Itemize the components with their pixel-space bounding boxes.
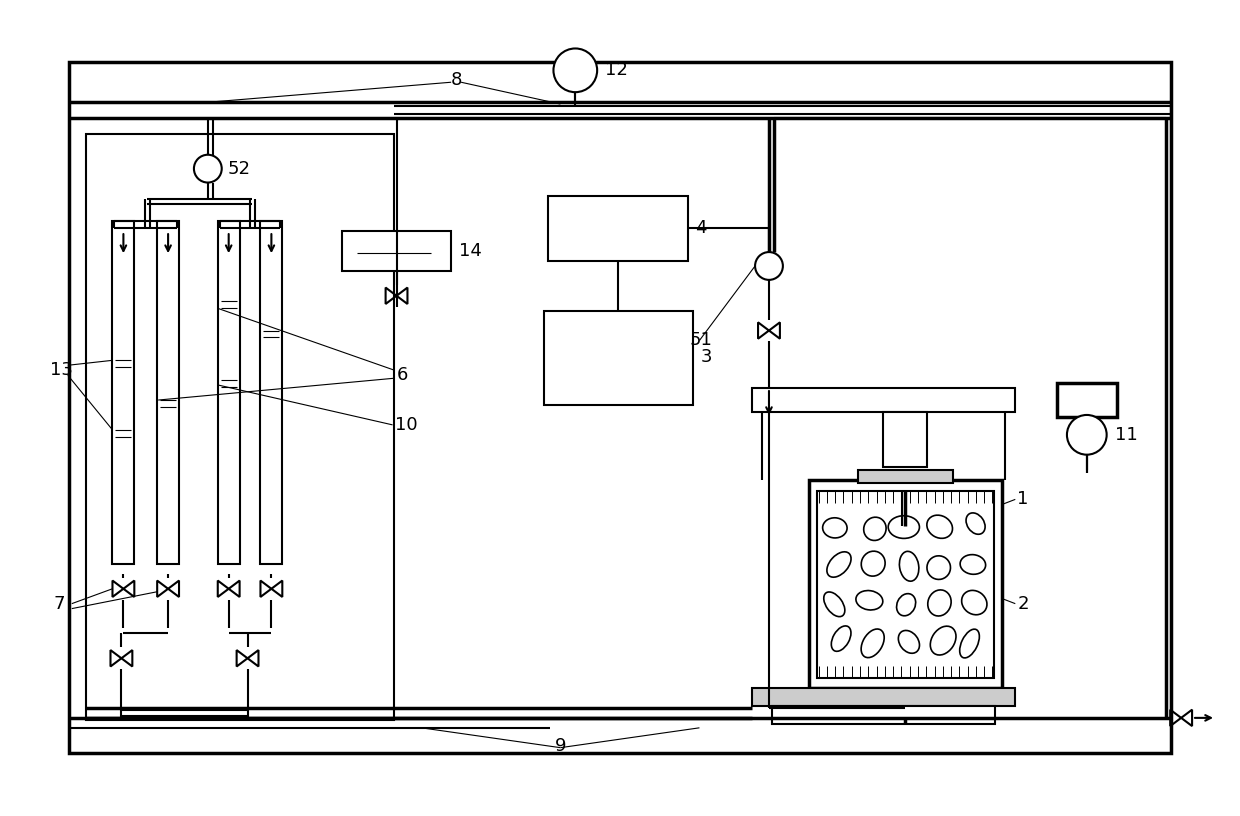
Text: 14: 14 — [459, 242, 482, 260]
Bar — [113, 221, 134, 564]
Circle shape — [553, 48, 598, 92]
Bar — [883, 412, 926, 467]
Ellipse shape — [928, 590, 951, 616]
Circle shape — [193, 155, 222, 183]
Ellipse shape — [960, 629, 980, 658]
Ellipse shape — [928, 556, 951, 579]
Text: 10: 10 — [394, 416, 417, 434]
Text: 3: 3 — [701, 348, 712, 366]
Ellipse shape — [899, 552, 919, 581]
Bar — [753, 388, 1016, 412]
Bar — [753, 688, 1016, 706]
Bar — [543, 311, 692, 405]
Bar — [68, 62, 1172, 752]
Ellipse shape — [827, 552, 851, 577]
Bar — [808, 480, 1002, 688]
Bar — [157, 221, 179, 564]
Circle shape — [1066, 415, 1106, 455]
Ellipse shape — [926, 515, 952, 539]
Ellipse shape — [930, 626, 956, 655]
Text: 12: 12 — [605, 61, 627, 79]
Bar — [773, 706, 996, 724]
Bar — [218, 221, 239, 564]
Ellipse shape — [960, 555, 986, 574]
Ellipse shape — [898, 631, 920, 654]
Text: 7: 7 — [53, 595, 66, 613]
Text: 13: 13 — [50, 361, 73, 379]
Ellipse shape — [831, 626, 851, 651]
Text: 11: 11 — [1115, 426, 1137, 444]
Bar — [260, 221, 283, 564]
Ellipse shape — [861, 629, 884, 658]
Bar — [548, 197, 687, 261]
Text: 1: 1 — [1017, 490, 1029, 508]
Ellipse shape — [966, 513, 985, 534]
Ellipse shape — [897, 594, 915, 616]
Ellipse shape — [823, 592, 844, 617]
Bar — [1056, 384, 1116, 417]
Text: 52: 52 — [228, 160, 250, 178]
Bar — [858, 469, 952, 484]
Text: 6: 6 — [397, 366, 408, 384]
Ellipse shape — [864, 517, 887, 540]
Text: 2: 2 — [1017, 595, 1029, 613]
Circle shape — [755, 252, 782, 280]
Ellipse shape — [888, 516, 919, 539]
Text: 9: 9 — [554, 737, 567, 755]
Text: 8: 8 — [451, 71, 463, 89]
Ellipse shape — [856, 591, 883, 610]
Text: 51: 51 — [689, 331, 713, 349]
Bar — [342, 231, 451, 271]
Ellipse shape — [822, 518, 847, 538]
Ellipse shape — [962, 591, 987, 614]
Bar — [86, 134, 393, 720]
Text: 4: 4 — [696, 220, 707, 237]
Bar — [817, 491, 994, 678]
Ellipse shape — [862, 551, 885, 576]
